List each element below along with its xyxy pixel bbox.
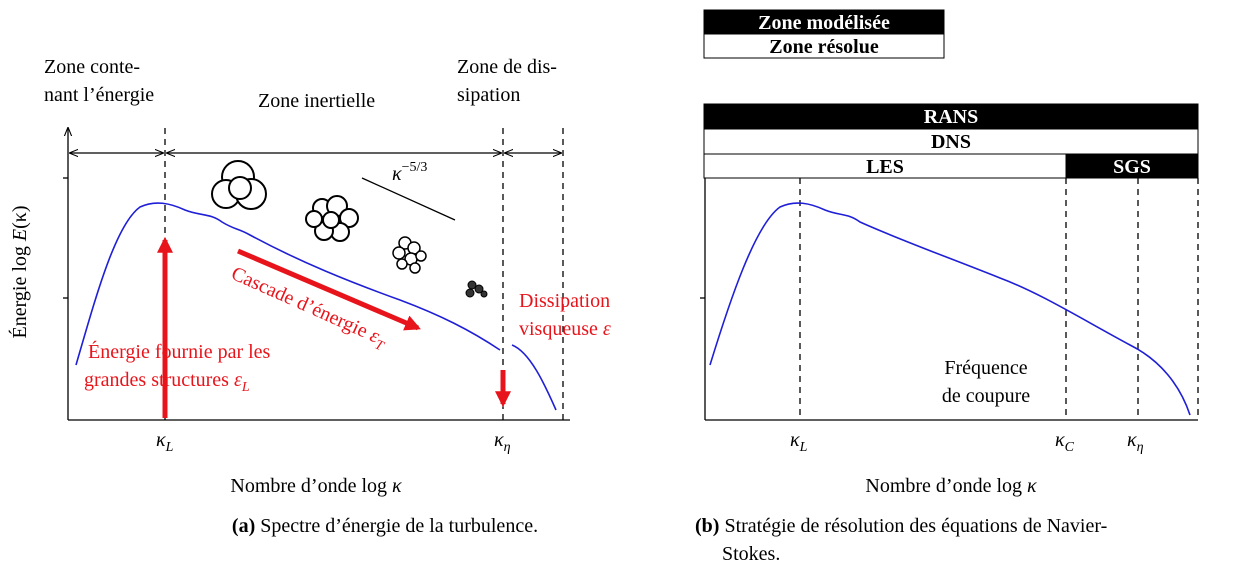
x-tick-label: κη [494, 429, 511, 455]
zone-label: Zone conte- [44, 56, 140, 78]
text: grandes structures [84, 369, 234, 391]
subscript: C [1065, 440, 1075, 455]
x-tick-label: κC [1055, 429, 1075, 455]
subscript: L [165, 440, 174, 455]
panel-b: RANS DNS LES SGS Fréquence de coupure κL… [695, 103, 1199, 565]
text: Cascade d’énergie [228, 262, 376, 344]
caption: (a) Spectre d’énergie de la turbulence. [232, 515, 538, 537]
rans-bar [703, 103, 1199, 130]
cascade-arrow [237, 248, 421, 331]
variable: E [9, 229, 31, 242]
injection-label: Énergie fournie par les [88, 340, 271, 363]
y-axis-label: Énergie log E(κ) [8, 205, 31, 338]
caption-tag: (a) [232, 515, 255, 537]
injection-label: grandes structures εL [84, 369, 250, 395]
caption-tag: (b) [695, 515, 719, 537]
symbol: κ [1127, 429, 1137, 451]
caption-text: Spectre d’énergie de la turbulence. [260, 515, 538, 537]
variable: κ [1027, 475, 1037, 497]
symbol: κ [156, 429, 166, 451]
symbol: κ [790, 429, 800, 451]
zone-label: Zone inertielle [258, 90, 375, 112]
legend-resolved-box [703, 33, 945, 59]
x-tick-label: κL [156, 429, 174, 455]
symbol: κ [494, 429, 504, 451]
slope-line [361, 177, 456, 221]
subscript: L [241, 380, 250, 395]
zone-label: sipation [457, 84, 520, 106]
cutoff-label: de coupure [942, 385, 1030, 407]
text: visqueuse [519, 318, 603, 340]
legend-resolved: Zone résolue [769, 36, 879, 58]
superscript: −5/3 [402, 160, 428, 175]
caption: (b) Stratégie de résolution des équation… [695, 515, 1107, 537]
caption-text: Stratégie de résolution des équations de… [724, 515, 1107, 537]
slope-label: κ−5/3 [392, 160, 427, 185]
spectrum-curve [75, 202, 557, 411]
x-tick-label: κL [790, 429, 808, 455]
subscript: L [799, 440, 808, 455]
zone-label: nant l’énergie [44, 84, 154, 106]
zone-label: Zone de dis- [457, 56, 557, 78]
subscript: η [504, 440, 511, 455]
dissipation-label: Dissipation [519, 290, 610, 312]
bar-label: DNS [931, 131, 971, 153]
x-axis-label: Nombre d’onde log κ [865, 475, 1037, 497]
text: Nombre d’onde log [230, 475, 392, 497]
symbol: κ [1055, 429, 1065, 451]
text: Énergie log [8, 241, 31, 338]
symbol: ε [234, 369, 242, 391]
legend-modeled: Zone modélisée [758, 12, 890, 34]
x-tick-label: κη [1127, 429, 1144, 455]
argument: (κ) [9, 205, 31, 228]
dissipation-label: visqueuse ε [519, 318, 611, 340]
caption: Stokes. [722, 543, 780, 565]
bar-label: SGS [1113, 156, 1151, 178]
panel-a: Zone conte- nant l’énergie Zone inertiel… [8, 56, 611, 537]
bar-label: LES [866, 156, 904, 178]
symbol: κ [392, 163, 402, 185]
spectrum-curve [709, 202, 1191, 416]
dns-bar [703, 128, 1199, 155]
text: Nombre d’onde log [865, 475, 1027, 497]
legend-modeled-box [703, 9, 945, 35]
variable: κ [392, 475, 402, 497]
bar-label: RANS [924, 106, 978, 128]
legend: Zone modélisée Zone résolue [703, 9, 945, 59]
sgs-bar [1065, 153, 1199, 179]
subscript: η [1137, 440, 1144, 455]
les-bar [703, 153, 1067, 179]
symbol: ε [603, 318, 611, 340]
eddies [211, 160, 488, 298]
x-axis-label: Nombre d’onde log κ [230, 475, 402, 497]
cutoff-label: Fréquence [944, 357, 1027, 379]
